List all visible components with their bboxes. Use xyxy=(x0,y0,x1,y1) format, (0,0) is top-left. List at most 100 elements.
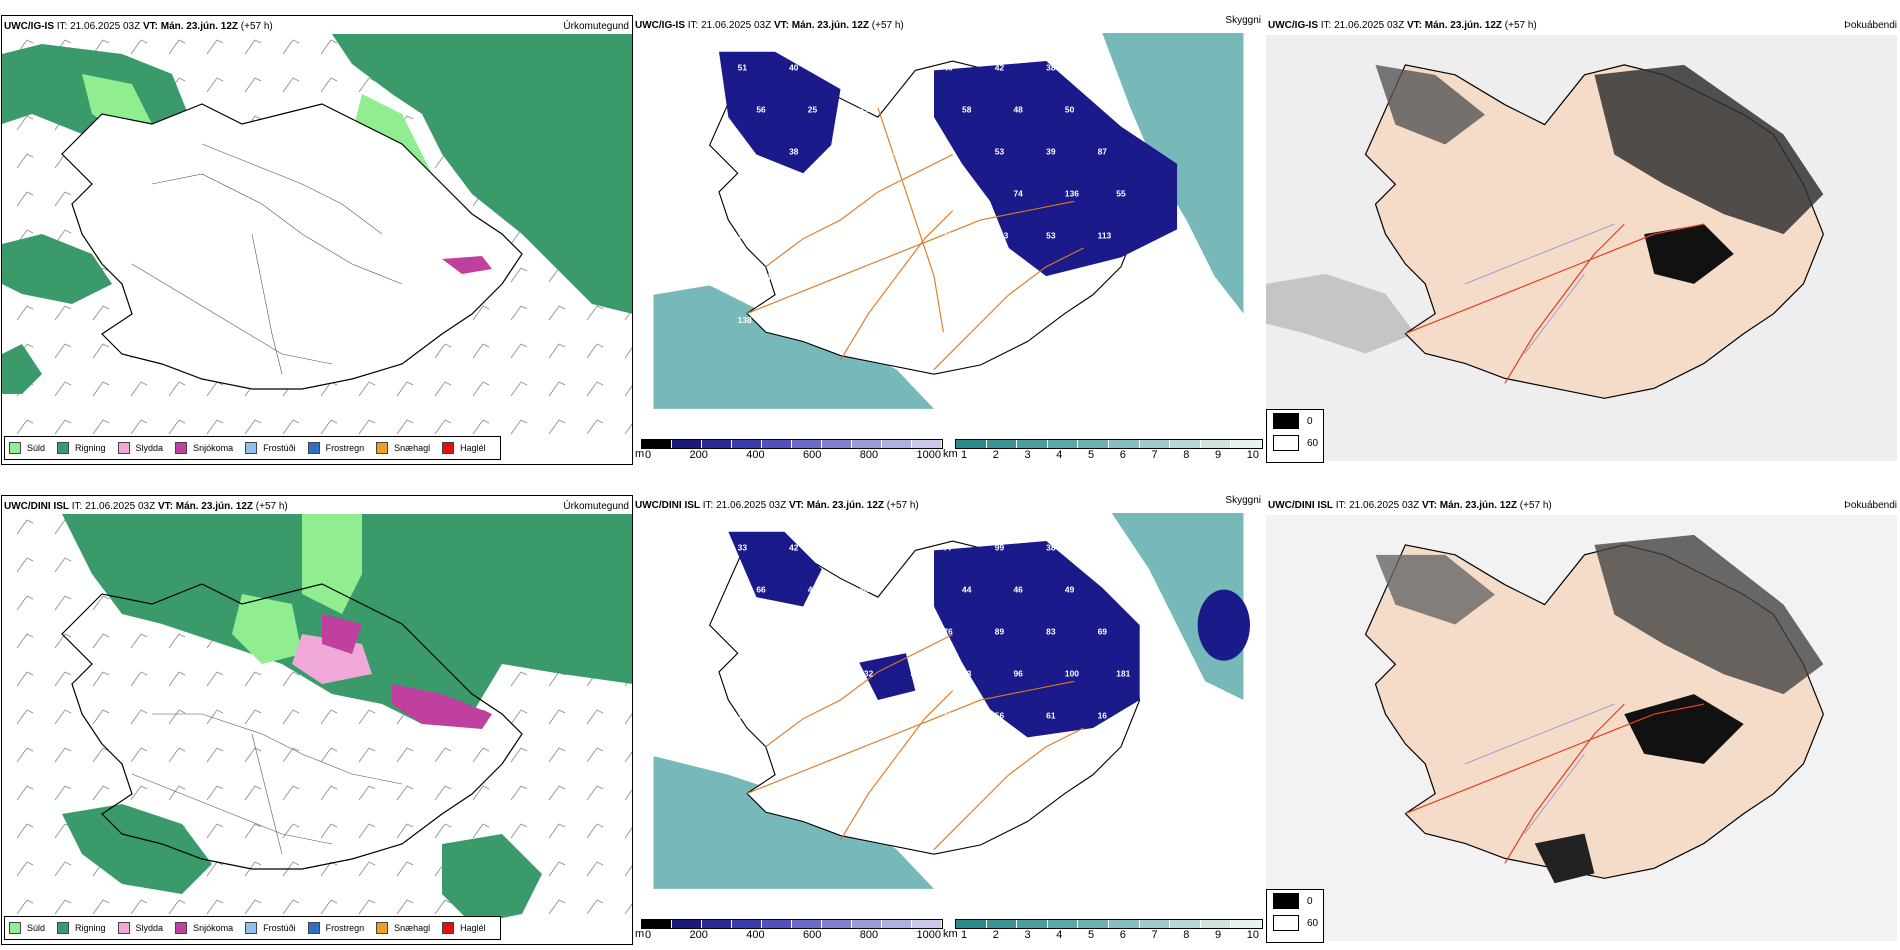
sea-fog-swirl xyxy=(1266,273,1416,354)
legend-label: 60 xyxy=(1307,917,1319,929)
legend-swatch xyxy=(175,922,188,934)
legend-swatch xyxy=(307,922,320,934)
wind-barb xyxy=(54,785,72,801)
wind-barb xyxy=(16,861,34,877)
wind-barb xyxy=(624,827,632,839)
ceiling-value-label: 44 xyxy=(756,189,766,199)
ceiling-value-label: 38 xyxy=(789,147,799,157)
lead-time: (+57 h) xyxy=(255,501,288,512)
fog-dark-area xyxy=(1375,64,1485,145)
legend-item: Haglél xyxy=(442,442,486,454)
ceiling-value-label: 50 xyxy=(808,753,818,763)
valid-time: VT: Mán. 23.jún. 12Z xyxy=(773,20,869,31)
legend-label: Snjókoma xyxy=(193,443,234,453)
tick-label: 1 xyxy=(961,449,968,461)
legend-label: Súld xyxy=(27,443,46,453)
legend-label: Snæhagl xyxy=(394,923,431,933)
legend-swatch xyxy=(175,442,188,454)
legend-label: 0 xyxy=(1307,895,1313,907)
ceiling-value-label: 92 xyxy=(1013,273,1023,283)
rain-area xyxy=(62,514,632,724)
wind-barb xyxy=(206,899,224,915)
wind-barb xyxy=(92,899,110,915)
wind-barb xyxy=(624,423,632,435)
legend-label: Snæhagl xyxy=(394,443,431,453)
wind-barb xyxy=(16,671,34,687)
wind-barb xyxy=(320,747,338,763)
panel-header: UWC/DINI ISL IT: 21.06.2025 03Z VT: Mán.… xyxy=(635,500,919,511)
wind-barb xyxy=(16,305,34,321)
wind-barb xyxy=(358,899,376,915)
precip-type-panel-row2: UWC/DINI ISL IT: 21.06.2025 03Z VT: Mán.… xyxy=(1,495,633,945)
ceiling-segment xyxy=(732,440,762,448)
wind-barb xyxy=(168,381,186,397)
ceiling-segment xyxy=(702,920,732,928)
legend-item: Rigning xyxy=(57,922,106,934)
ceiling-value-label: 83 xyxy=(892,627,902,637)
wind-barb xyxy=(92,709,110,725)
ceiling-value-label: 40 xyxy=(808,273,818,283)
wind-barb xyxy=(282,77,300,93)
visibility-segment xyxy=(1047,920,1079,928)
fog-map[interactable] xyxy=(1266,35,1897,463)
ceiling-value-label: 58 xyxy=(962,104,972,114)
ceiling-segment xyxy=(672,440,702,448)
low-ceiling-area xyxy=(718,51,841,174)
wind-barb xyxy=(472,343,490,359)
rain-area xyxy=(332,34,632,314)
tick-label: 6 xyxy=(1119,449,1126,461)
init-time: IT: 21.06.2025 03Z xyxy=(71,501,156,512)
visibility-segment xyxy=(956,920,987,928)
ceiling-segment xyxy=(792,920,822,928)
wind-barb xyxy=(586,823,604,839)
ceiling-value-label: 38 xyxy=(859,753,869,763)
ceiling-value-label: 138 xyxy=(738,315,752,325)
ceiling-value-label: 77 xyxy=(911,584,921,594)
wind-barb xyxy=(168,709,186,725)
legend-item: 60 xyxy=(1267,432,1323,454)
precip-map[interactable] xyxy=(2,34,633,464)
wind-barb xyxy=(130,671,148,687)
wind-barb xyxy=(54,595,72,611)
ceiling-value-label: 62 xyxy=(892,62,902,72)
ceiling-value-label: 42 xyxy=(995,62,1005,72)
ceiling-value-label: 39 xyxy=(1046,147,1056,157)
visibility-segment xyxy=(1108,440,1140,448)
wind-barb xyxy=(548,823,566,839)
wind-barb xyxy=(320,419,338,435)
visibility-segment xyxy=(1200,440,1232,448)
ceiling-value-labels: 33 42 63 67 77 99 38 63 66 43 48 77 44 46 49 35 38 39 73 83… xyxy=(738,542,1131,762)
wind-barb xyxy=(168,747,186,763)
ceiling-value-label: 106 xyxy=(738,231,752,241)
rivers xyxy=(1464,223,1615,354)
visibility-unit: km xyxy=(943,928,958,940)
precip-map[interactable] xyxy=(2,514,633,944)
fog-dark-area xyxy=(1594,64,1824,235)
wind-barb xyxy=(54,899,72,915)
wind-barb xyxy=(16,709,34,725)
wind-barb xyxy=(16,899,34,915)
legend-item: 0 xyxy=(1267,890,1323,912)
ceiling-value-label: 43 xyxy=(841,231,851,241)
wind-barb xyxy=(548,305,566,321)
wind-barb xyxy=(54,381,72,397)
ceiling-value-label: 38 xyxy=(1046,62,1056,72)
tick-label: 400 xyxy=(746,929,765,941)
low-ceiling-area xyxy=(859,653,916,700)
visibility-segment xyxy=(1017,920,1048,928)
wind-barb xyxy=(510,381,528,397)
ceiling-value-label: 39 xyxy=(789,627,799,637)
visibility-map[interactable]: 51 40 29 62 46 42 38 53 56 25 39 54 58 48 50 59 42 38 82 78… xyxy=(633,33,1264,435)
legend-swatch xyxy=(1273,893,1299,909)
fog-map[interactable] xyxy=(1266,515,1897,943)
ceiling-value-label: 36 xyxy=(808,189,818,199)
ceiling-segment xyxy=(732,920,762,928)
visibility-map[interactable]: 33 42 63 67 77 99 38 63 66 43 48 77 44 46 49 35 38 39 73 83… xyxy=(633,513,1264,915)
visibility-panel-row2: UWC/DINI ISL IT: 21.06.2025 03Z VT: Mán.… xyxy=(633,495,1264,945)
wind-barb xyxy=(54,191,72,207)
visibility-segment xyxy=(1231,440,1262,448)
ceiling-value-label: 99 xyxy=(995,542,1005,552)
model-name: UWC/DINI ISL xyxy=(635,500,700,511)
tick-label: 9 xyxy=(1215,449,1222,461)
ceiling-value-label: 87 xyxy=(1098,147,1108,157)
